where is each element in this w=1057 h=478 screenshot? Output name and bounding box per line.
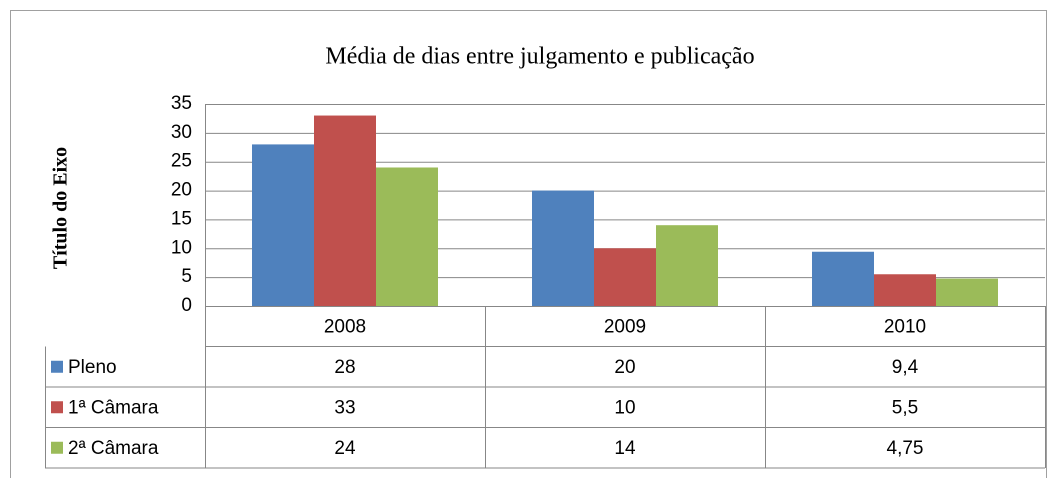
x-tick-label: 2009 xyxy=(604,316,646,337)
bar xyxy=(656,225,718,306)
bar xyxy=(314,115,376,307)
y-tick-label: 10 xyxy=(171,237,192,258)
table-value: 14 xyxy=(614,438,636,459)
table-value: 24 xyxy=(334,438,356,459)
bar xyxy=(936,278,998,306)
legend-label: 2ª Câmara xyxy=(68,438,159,459)
legend-label: Pleno xyxy=(68,357,117,378)
table-value: 28 xyxy=(334,357,355,378)
table-value: 5,5 xyxy=(892,397,918,418)
legend-key xyxy=(51,441,63,454)
bar xyxy=(874,274,936,306)
y-tick-label: 5 xyxy=(181,266,192,287)
y-axis-title: Título do Eixo xyxy=(50,147,72,269)
y-tick-label: 30 xyxy=(171,122,192,143)
table-value: 10 xyxy=(614,397,635,418)
table-value: 4,75 xyxy=(887,438,924,459)
y-tick-label: 35 xyxy=(171,93,192,114)
y-tick-label: 20 xyxy=(171,180,192,201)
bar xyxy=(252,144,314,306)
legend-label: 1ª Câmara xyxy=(68,397,159,418)
x-tick-label: 2010 xyxy=(884,316,926,337)
bar xyxy=(532,190,594,306)
y-tick-label: 25 xyxy=(171,151,192,172)
table-value: 33 xyxy=(334,397,355,418)
table-value: 20 xyxy=(614,357,635,378)
legend-key xyxy=(51,401,63,414)
legend-key xyxy=(51,360,63,373)
bar xyxy=(812,251,874,306)
x-tick-label: 2008 xyxy=(324,316,366,337)
bar xyxy=(594,248,656,306)
y-tick-label: 15 xyxy=(171,208,192,229)
chart-frame xyxy=(10,10,1047,478)
bar xyxy=(376,167,438,306)
chart-title: Média de dias entre julgamento e publica… xyxy=(325,44,754,70)
y-tick-label: 0 xyxy=(181,295,192,316)
table-value: 9,4 xyxy=(892,357,919,378)
